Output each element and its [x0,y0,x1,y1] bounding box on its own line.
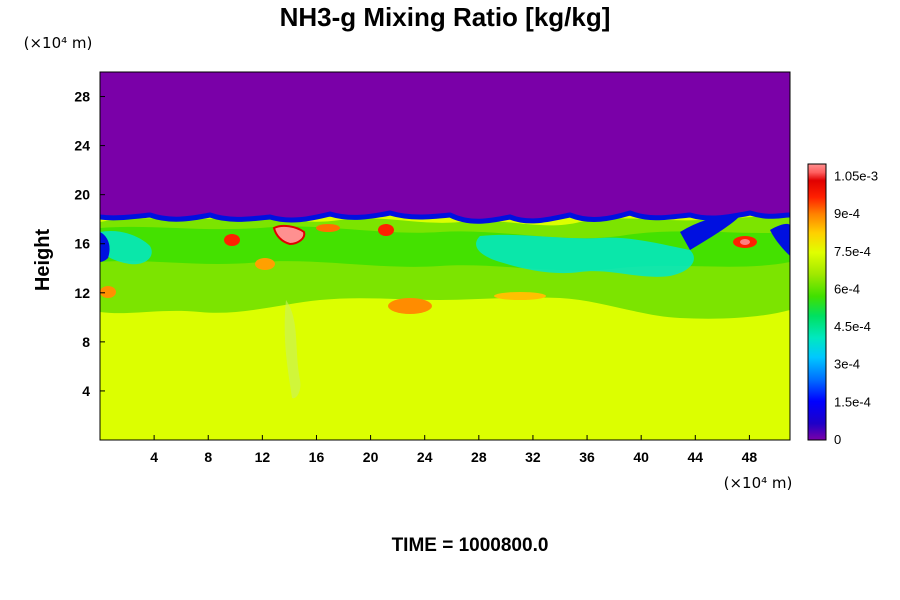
colorbar-tick-label: 7.5e-4 [834,244,871,259]
heatmap-field [100,72,790,440]
y-tick-label: 28 [74,89,90,105]
pale-tail [284,300,301,399]
x-tick-label: 16 [309,449,325,465]
interface-blue-west [100,232,110,262]
x-tick-label: 20 [363,449,379,465]
x-tick-label: 32 [525,449,541,465]
x-tick-label: 40 [633,449,649,465]
y-tick-label: 24 [74,138,90,154]
orange-pocket-1 [224,234,240,246]
interface-blue [100,210,790,224]
chart-title: NH3-g Mixing Ratio [kg/kg] [280,2,611,32]
y-tick-label: 20 [74,187,90,203]
x-tick-label: 28 [471,449,487,465]
time-label: TIME = 1000800.0 [392,535,549,556]
y-tick-label: 8 [82,334,90,350]
colorbar-tick-label: 6e-4 [834,281,860,296]
x-tick-label: 44 [688,449,704,465]
orange-pocket-9 [740,239,750,245]
x-tick-label: 48 [742,449,758,465]
plot-frame [99,71,791,441]
orange-pocket-3 [388,298,432,314]
mixing-cyan-west [100,230,152,265]
x-tick-label: 12 [255,449,271,465]
x-tick-label: 36 [579,449,595,465]
y-axis: 4 8 12 16 20 24 28 [74,89,105,399]
orange-pocket-7 [378,224,394,236]
interface-blue-dip [680,215,740,250]
y-tick-label: 16 [74,236,90,252]
y-unit-label: (×10⁴ m) [24,34,93,52]
y-tick-label: 4 [82,383,90,399]
colorbar-tick-label: 1.05e-3 [834,169,878,184]
colorbar-tick-label: 4.5e-4 [834,319,871,334]
orange-pocket-2 [255,258,275,270]
x-axis: 4 8 12 16 20 24 28 32 36 40 44 48 [150,435,757,465]
x-tick-label: 8 [204,449,212,465]
colorbar-tick-label: 3e-4 [834,357,860,372]
colorbar [807,163,827,441]
y-tick-label: 12 [74,285,90,301]
upper-layer [100,72,790,221]
mixing-cyan [476,234,694,277]
orange-pocket-4 [494,292,546,300]
orange-pocket-5 [100,286,116,298]
peak-pocket [272,224,306,246]
colorbar-tick-label: 9e-4 [834,206,860,221]
colorbar-tick-label: 1.5e-4 [834,394,871,409]
orange-pocket-6 [316,224,340,232]
x-tick-label: 24 [417,449,433,465]
y-axis-label: Height [32,229,54,292]
x-tick-label: 4 [150,449,158,465]
x-unit-label: (×10⁴ m) [724,474,793,492]
colorbar-tick-label: 0 [834,432,841,447]
interface-blue-east [770,223,790,256]
colorbar-ticks: 0 1.5e-4 3e-4 4.5e-4 6e-4 7.5e-4 9e-4 1.05e-3 [834,169,878,447]
